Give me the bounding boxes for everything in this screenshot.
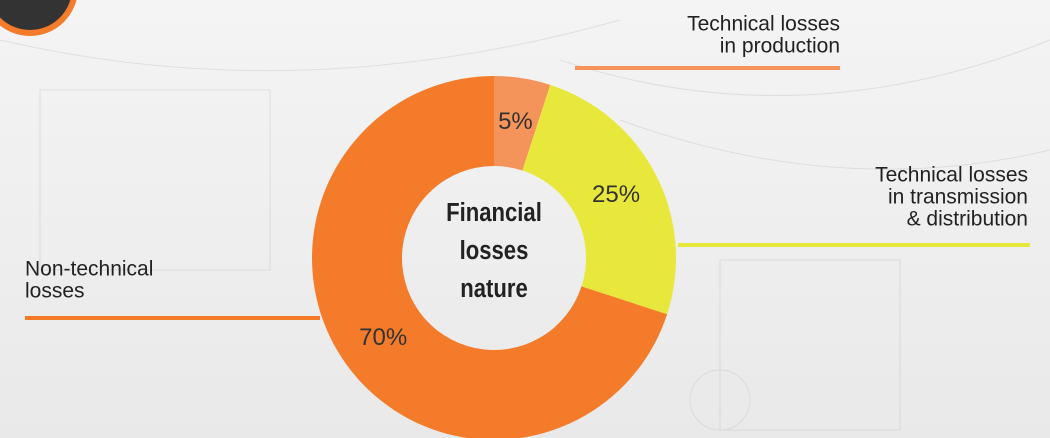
center-label: nature [460, 274, 527, 303]
chart: 5% 25% 70% Financial losses nature Technical l… [0, 0, 1050, 438]
category-label: losses [25, 280, 85, 303]
value-label: 70% [359, 324, 407, 351]
category-label: & distribution [907, 208, 1028, 231]
center-label: Financial [446, 198, 542, 227]
category-label: Non-technical [25, 258, 153, 281]
category-label: Technical losses [875, 164, 1028, 187]
category-label: in production [720, 35, 840, 58]
center-label: losses [460, 236, 529, 265]
category-label: in transmission [888, 186, 1028, 209]
value-label: 25% [592, 181, 640, 208]
page: 5% 25% 70% Financial losses nature Technical l… [0, 0, 1050, 438]
category-label: Technical losses [687, 13, 840, 36]
value-label: 5% [498, 108, 533, 135]
